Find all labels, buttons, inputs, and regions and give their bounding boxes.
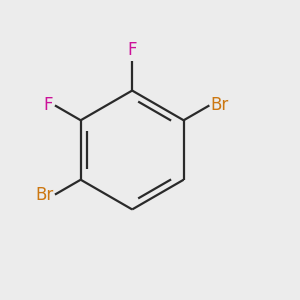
- Text: F: F: [128, 41, 137, 59]
- Text: F: F: [43, 96, 52, 114]
- Text: Br: Br: [35, 186, 53, 204]
- Text: Br: Br: [211, 96, 229, 114]
